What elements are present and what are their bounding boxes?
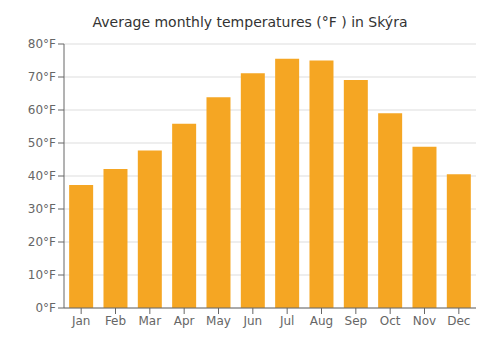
- svg-text:70°F: 70°F: [28, 70, 56, 84]
- svg-text:10°F: 10°F: [28, 268, 56, 282]
- svg-text:Oct: Oct: [380, 314, 401, 328]
- svg-text:Jul: Jul: [279, 314, 294, 328]
- svg-text:Jun: Jun: [242, 314, 262, 328]
- svg-text:40°F: 40°F: [28, 169, 56, 183]
- svg-text:Sep: Sep: [345, 314, 368, 328]
- svg-text:20°F: 20°F: [28, 235, 56, 249]
- html-text:Average monthly temperatures (: Average monthly temperatures (°F ) in Sk…: [92, 14, 408, 30]
- svg-text:May: May: [206, 314, 231, 328]
- svg-text:Dec: Dec: [447, 314, 470, 328]
- svg-text:30°F: 30°F: [28, 202, 56, 216]
- svg-text:60°F: 60°F: [28, 103, 56, 117]
- svg-text:0°F: 0°F: [35, 301, 56, 315]
- svg-text:50°F: 50°F: [28, 136, 56, 150]
- svg-text:Mar: Mar: [139, 314, 162, 328]
- svg-text:Jan: Jan: [71, 314, 91, 328]
- svg-text:Aug: Aug: [310, 314, 333, 328]
- svg-text:Feb: Feb: [105, 314, 126, 328]
- svg-text:Apr: Apr: [174, 314, 195, 328]
- svg-text:Nov: Nov: [413, 314, 436, 328]
- svg-text:80°F: 80°F: [28, 37, 56, 51]
